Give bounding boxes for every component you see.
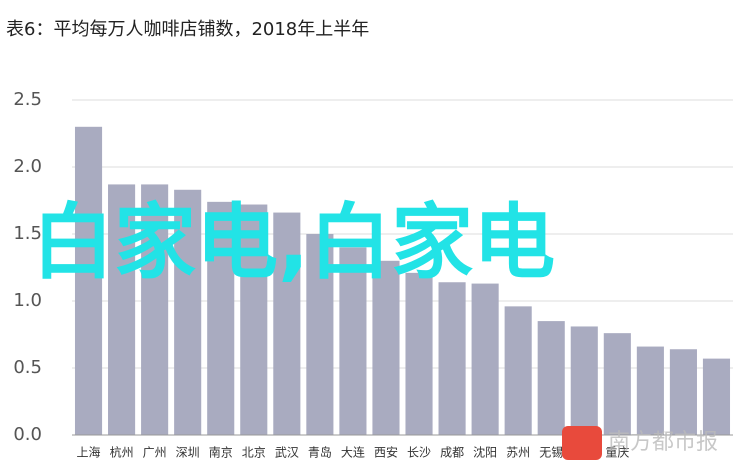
x-tick-label: 苏州 — [506, 446, 530, 460]
watermark-logo — [562, 426, 602, 460]
y-tick-label: 1.5 — [13, 223, 42, 244]
x-tick-label: 上海 — [77, 445, 101, 460]
x-tick-label: 沈阳 — [473, 445, 497, 460]
y-tick-label: 1.0 — [13, 290, 42, 311]
bar — [372, 260, 400, 435]
y-tick-label: 2.5 — [13, 89, 42, 110]
bar — [240, 204, 268, 435]
bar — [207, 201, 235, 435]
bar — [306, 234, 334, 435]
x-tick-label: 广州 — [143, 446, 167, 460]
bar — [108, 184, 136, 435]
y-tick-label: 2.0 — [13, 156, 42, 177]
bar — [570, 326, 598, 435]
bar — [636, 346, 664, 435]
x-tick-label: 南京 — [209, 445, 233, 460]
x-tick-label: 杭州 — [110, 445, 134, 460]
y-tick-label: 0.5 — [13, 357, 42, 378]
bar — [405, 272, 433, 435]
x-tick-label: 青岛 — [308, 445, 332, 460]
x-tick-label: 无锡 — [539, 445, 563, 460]
y-tick-label: 0.0 — [13, 424, 42, 445]
x-tick-label: 长沙 — [407, 446, 431, 460]
bar — [273, 212, 301, 435]
bar — [471, 283, 499, 435]
x-tick-label: 成都 — [440, 446, 464, 460]
bar — [74, 126, 103, 436]
bar — [537, 321, 565, 435]
x-tick-label: 重庆 — [605, 446, 629, 460]
chart-title: 表6：平均每万人咖啡店铺数，2018年上半年 — [6, 19, 369, 40]
x-tick-label: 深圳 — [176, 446, 200, 460]
bar — [669, 349, 697, 435]
watermark: 南方都市报 — [608, 430, 718, 455]
bar — [141, 184, 169, 435]
bar — [174, 189, 202, 435]
bar — [339, 247, 367, 435]
bar — [438, 282, 466, 435]
bar — [504, 306, 532, 435]
x-tick-label: 大连 — [341, 445, 365, 460]
x-tick-label: 武汉 — [275, 446, 299, 460]
x-tick-label: 西安 — [374, 445, 398, 460]
x-tick-label: 北京 — [242, 446, 266, 460]
bar — [702, 358, 731, 435]
bar — [603, 333, 631, 435]
watermark: 白家电,白家电 — [32, 195, 555, 290]
